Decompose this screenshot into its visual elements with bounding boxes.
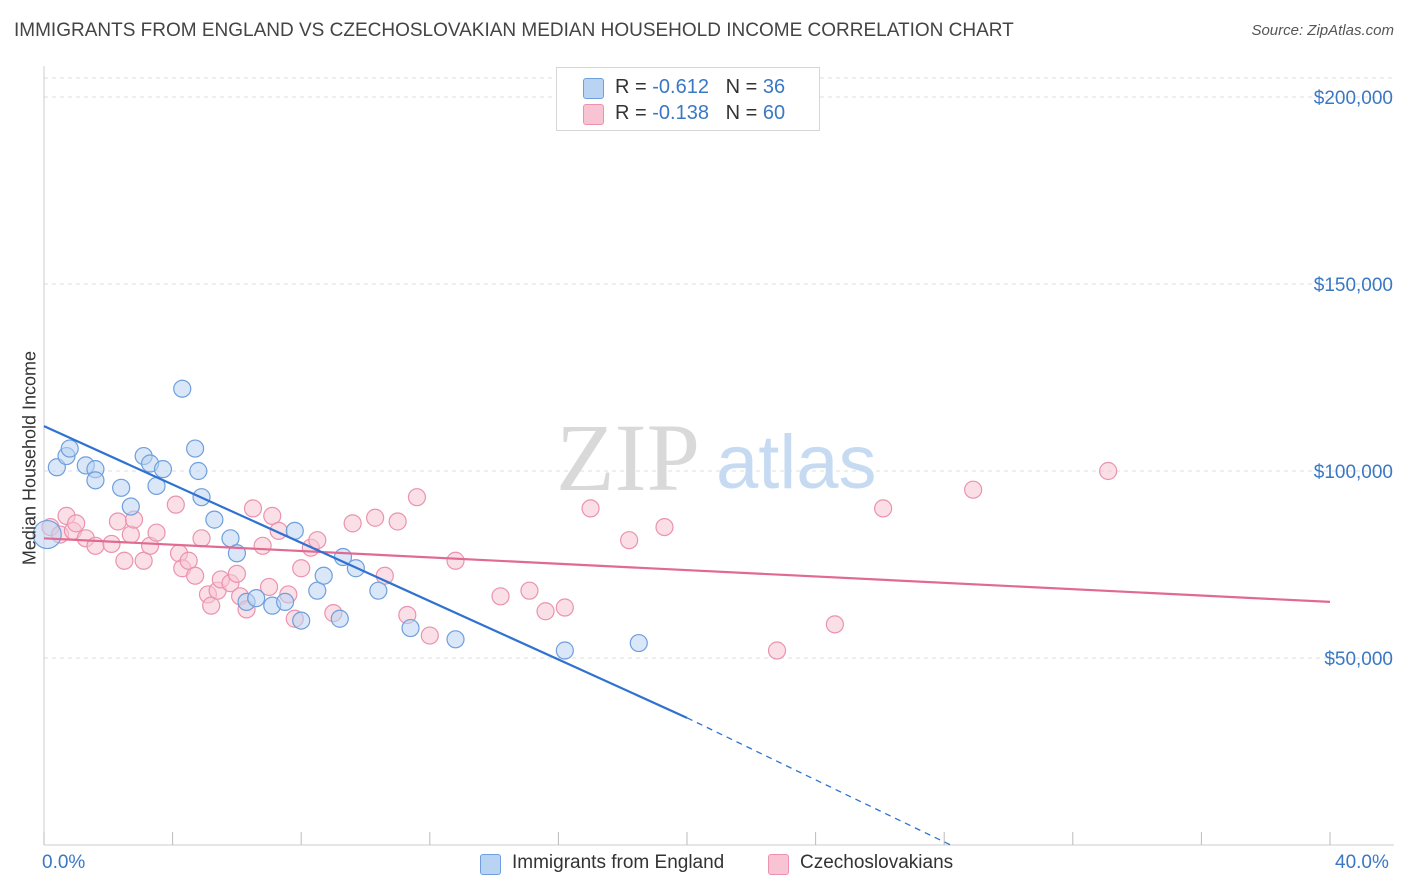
source-label: Source: ZipAtlas.com: [1251, 22, 1394, 39]
czech-point: [134, 551, 153, 570]
england-point: [173, 379, 192, 398]
watermark-zip: ZIP: [556, 404, 700, 511]
czech-point: [581, 499, 600, 518]
czech-point: [166, 495, 185, 514]
england-trend-extension: [686, 717, 951, 846]
england-swatch: [583, 78, 604, 99]
n-label: N =: [725, 76, 758, 98]
england-point: [153, 460, 173, 479]
x-tick-label-start: 0.0%: [42, 852, 86, 873]
england-point: [330, 609, 349, 628]
england-point: [186, 439, 205, 458]
england-point: [189, 461, 208, 481]
england-point: [308, 581, 327, 600]
czech-point: [147, 523, 166, 542]
r-label: R =: [615, 102, 647, 124]
chart-title: IMMIGRANTS FROM ENGLAND VS CZECHOSLOVAKI…: [14, 20, 1014, 41]
england-point: [32, 519, 62, 550]
england-point: [112, 478, 131, 497]
england-point: [314, 566, 333, 585]
czech-point: [446, 551, 465, 570]
czech-point: [874, 499, 893, 518]
england-legend-label: Immigrants from England: [512, 852, 725, 873]
watermark-atlas: atlas: [716, 420, 877, 505]
y-tick-label: $200,000: [1314, 88, 1393, 109]
y-axis-label: Median Household Income: [19, 350, 40, 566]
czech-point: [227, 564, 246, 583]
czech-point: [366, 508, 385, 527]
england-point: [205, 510, 224, 529]
czech-point: [108, 512, 128, 531]
england-point: [629, 633, 648, 653]
czech-point: [1099, 461, 1118, 481]
czech-point: [388, 512, 407, 531]
czech-trend-line: [43, 537, 1331, 603]
n-value-england: 36: [762, 76, 786, 98]
axes: [43, 66, 1394, 846]
czech-legend-label: Czechoslovakians: [800, 852, 954, 873]
england-trend-line: [43, 425, 688, 719]
czech-point: [407, 488, 427, 507]
czech-point: [520, 581, 539, 600]
england-point: [369, 581, 388, 600]
czech-point: [620, 531, 639, 550]
y-tick-label: $50,000: [1324, 649, 1393, 670]
czech-point: [253, 536, 272, 555]
england-point: [555, 641, 574, 660]
n-value-czech: 60: [762, 102, 786, 124]
czech-point: [115, 551, 134, 570]
czech-point: [179, 551, 198, 570]
czech-point: [308, 531, 327, 550]
czech-point: [67, 514, 86, 533]
czech-point: [243, 499, 263, 518]
r-label: R =: [615, 76, 647, 98]
czech-point: [263, 506, 282, 525]
czech-point: [202, 596, 221, 615]
england-point: [276, 592, 295, 612]
czech-point: [420, 626, 439, 645]
y-tick-labels: $50,000 $100,000 $150,000 $200,000: [1314, 88, 1393, 670]
trend-lines: [43, 425, 1331, 846]
england-point: [60, 439, 79, 458]
czech-point: [536, 602, 555, 621]
r-value-england: -0.612: [652, 76, 709, 98]
czech-point: [491, 587, 510, 606]
n-label: N =: [725, 102, 758, 124]
england-point: [292, 611, 311, 630]
england-point: [121, 497, 140, 516]
czech-point: [964, 480, 983, 499]
czech-point: [102, 534, 121, 554]
y-tick-label: $150,000: [1314, 275, 1393, 296]
czech-point: [343, 514, 362, 533]
y-tick-label: $100,000: [1314, 462, 1393, 483]
czech-point: [186, 566, 205, 585]
czech-swatch: [583, 104, 604, 125]
england-point: [86, 471, 105, 490]
czech-point: [259, 577, 279, 597]
watermark: ZIP atlas: [556, 404, 877, 511]
czech-point: [292, 559, 311, 578]
czech-point: [555, 598, 574, 617]
x-tick-label-end: 40.0%: [1335, 852, 1389, 873]
r-value-czech: -0.138: [652, 102, 709, 124]
correlation-legend: R = -0.612 N = 36 R = -0.138 N = 60: [556, 67, 820, 131]
czech-legend-swatch: [768, 854, 789, 875]
england-legend-swatch: [480, 854, 501, 875]
england-point: [401, 618, 420, 638]
czech-point: [825, 615, 844, 634]
england-point: [247, 589, 266, 608]
czech-point: [192, 529, 211, 548]
czech-point: [121, 525, 140, 544]
czech-point: [655, 517, 674, 537]
czech-point: [767, 641, 787, 660]
england-point: [446, 630, 465, 649]
